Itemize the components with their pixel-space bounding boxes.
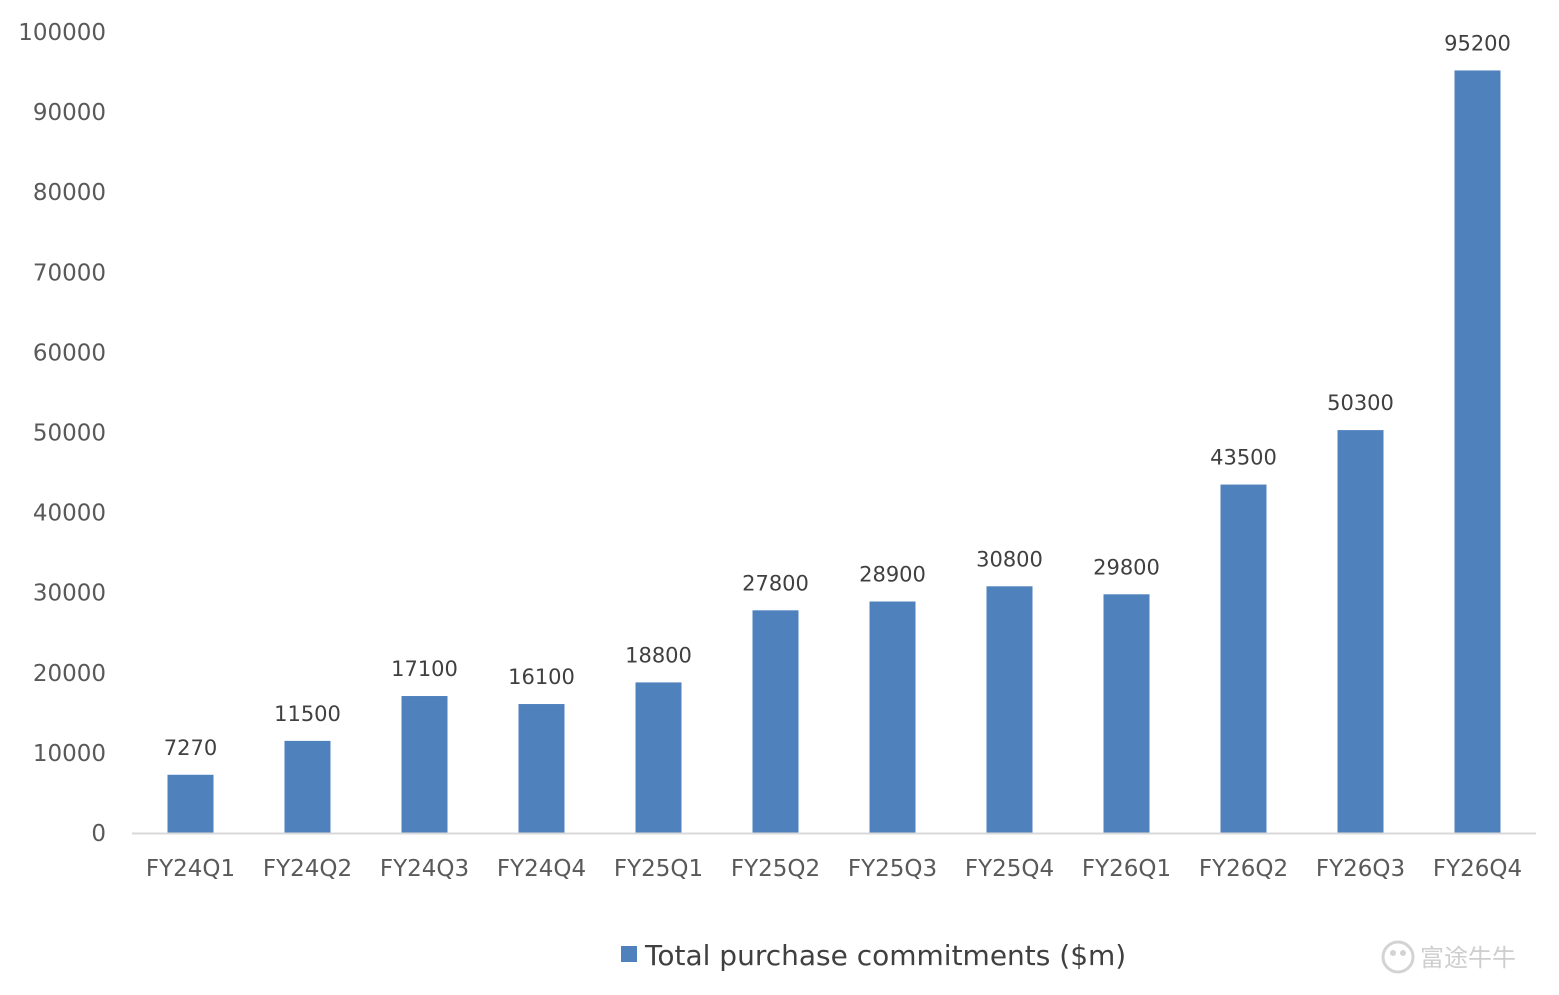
y-tick-label: 10000 <box>33 741 106 767</box>
data-label: 50300 <box>1327 391 1394 415</box>
y-tick-label: 90000 <box>33 100 106 126</box>
watermark: 富途牛牛 <box>1381 940 1516 974</box>
y-tick-label: 80000 <box>33 180 106 206</box>
data-label: 18800 <box>625 643 692 667</box>
x-tick-label: FY25Q3 <box>848 856 937 882</box>
data-label: 16100 <box>508 665 575 689</box>
y-tick-label: 50000 <box>33 421 106 447</box>
x-tick-label: FY26Q2 <box>1199 856 1288 882</box>
data-label: 7270 <box>164 736 217 760</box>
watermark-text: 富途牛牛 <box>1420 944 1516 972</box>
bar <box>869 601 916 833</box>
x-axis: FY24Q1 FY24Q2 FY24Q3 FY24Q4 FY25Q1 FY25Q2 FY25… <box>132 832 1536 882</box>
bar <box>401 696 448 833</box>
y-tick-label: 100000 <box>18 20 106 46</box>
x-tick-label: FY26Q4 <box>1433 856 1522 882</box>
legend: Total purchase commitments ($m) <box>621 939 1126 972</box>
x-tick-label: FY25Q2 <box>731 856 820 882</box>
y-tick-label: 20000 <box>33 661 106 687</box>
data-label: 43500 <box>1210 446 1277 470</box>
bar <box>1454 70 1501 833</box>
y-axis: 0 10000 20000 30000 40000 50000 60000 70000 8000… <box>18 20 106 847</box>
data-label: 28900 <box>859 563 926 587</box>
bar <box>752 610 799 833</box>
x-tick-label: FY24Q4 <box>497 856 586 882</box>
bars-group: 7270 11500 17100 16100 18800 27800 28900 30800 2… <box>164 31 1511 833</box>
bar <box>1103 594 1150 833</box>
x-tick-label: FY26Q3 <box>1316 856 1405 882</box>
y-tick-label: 70000 <box>33 260 106 286</box>
x-tick-label: FY25Q4 <box>965 856 1054 882</box>
data-label: 17100 <box>391 657 458 681</box>
bar <box>635 682 682 833</box>
x-tick-label: FY24Q1 <box>146 856 235 882</box>
data-label: 29800 <box>1093 555 1160 579</box>
y-tick-label: 60000 <box>33 340 106 366</box>
bar <box>284 740 331 833</box>
data-label: 27800 <box>742 571 809 595</box>
x-tick-label: FY25Q1 <box>614 856 703 882</box>
bar <box>518 704 565 833</box>
bar <box>1337 430 1384 833</box>
bar <box>986 586 1033 833</box>
x-tick-label: FY24Q3 <box>380 856 469 882</box>
bar <box>167 774 214 833</box>
x-tick-label: FY26Q1 <box>1082 856 1171 882</box>
futu-logo-icon <box>1381 940 1415 974</box>
data-label: 30800 <box>976 547 1043 571</box>
y-tick-label: 0 <box>91 821 106 847</box>
legend-swatch <box>621 946 637 962</box>
y-tick-label: 40000 <box>33 501 106 527</box>
legend-label: Total purchase commitments ($m) <box>644 939 1126 972</box>
data-label: 95200 <box>1444 31 1511 55</box>
x-tick-label: FY24Q2 <box>263 856 352 882</box>
y-tick-label: 30000 <box>33 581 106 607</box>
bar <box>1220 484 1267 833</box>
data-label: 11500 <box>274 702 341 726</box>
